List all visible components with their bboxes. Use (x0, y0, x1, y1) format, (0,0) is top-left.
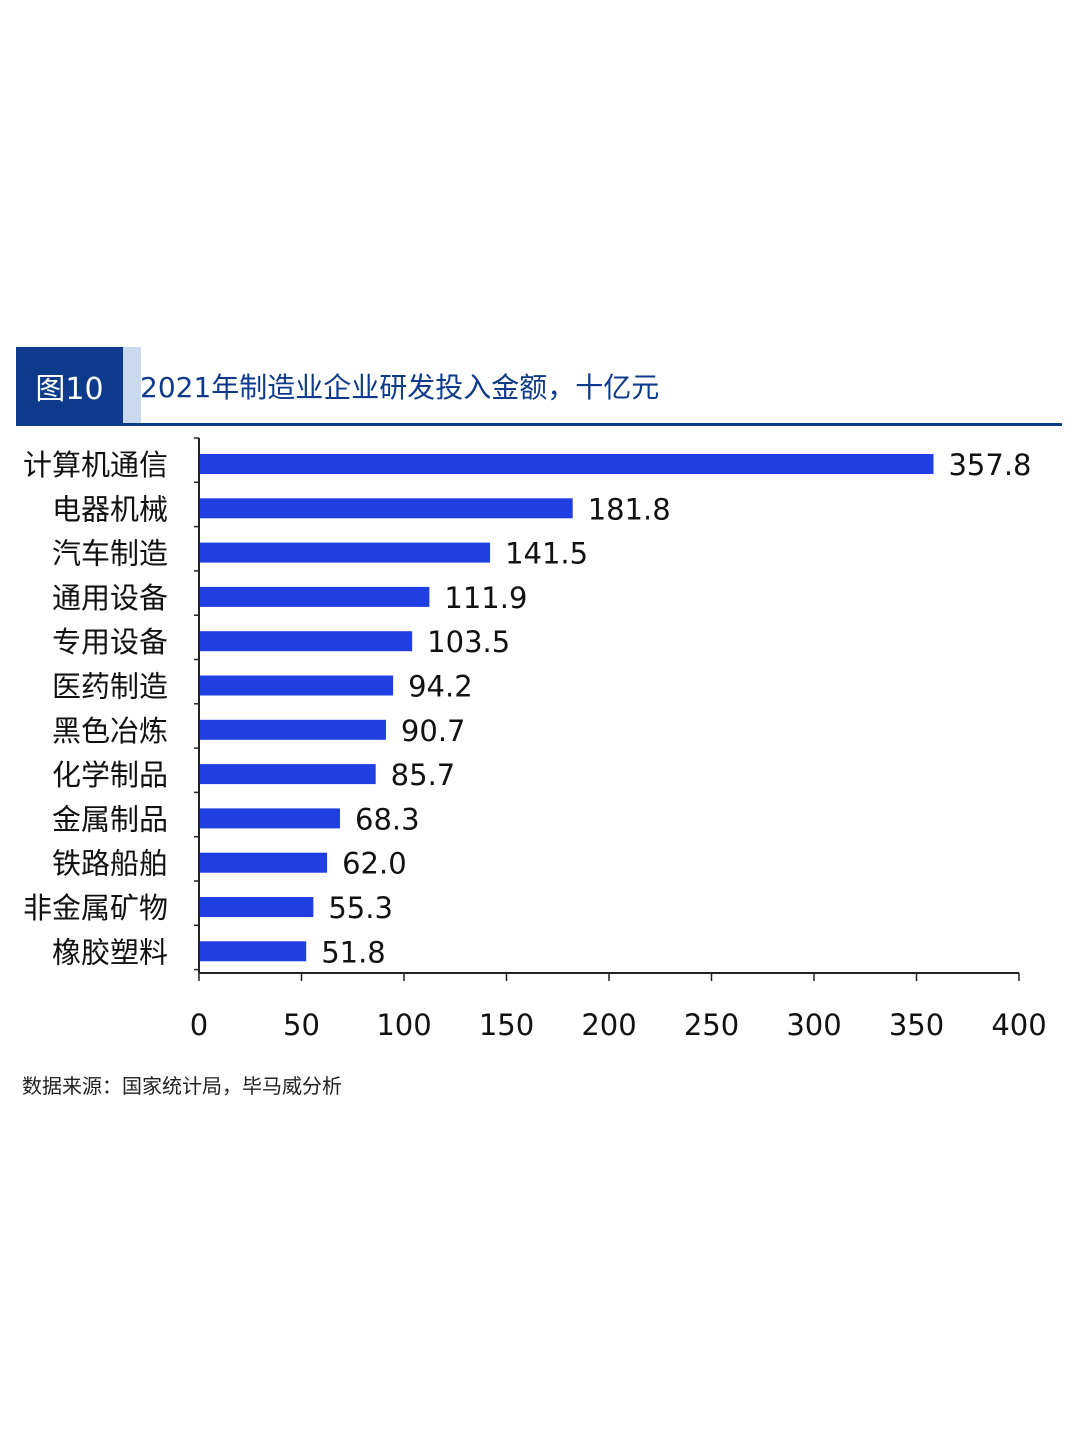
value-label: 90.7 (401, 714, 466, 748)
value-label: 111.9 (444, 581, 527, 615)
x-tick-label: 0 (190, 1008, 208, 1042)
category-label: 汽车制造 (52, 537, 168, 571)
category-label: 黑色冶炼 (52, 714, 168, 748)
x-tick-label: 350 (889, 1008, 944, 1042)
figure-number-badge: 图10 (16, 347, 123, 425)
bar (200, 852, 328, 873)
bar (200, 586, 430, 607)
bar (200, 542, 491, 563)
category-label: 金属制品 (52, 802, 168, 836)
category-label: 电器机械 (52, 492, 168, 526)
x-tick-label: 200 (581, 1008, 636, 1042)
data-source-note: 数据来源：国家统计局，毕马威分析 (22, 1074, 342, 1098)
header-divider (16, 423, 1062, 426)
bar (200, 808, 341, 829)
category-label: 非金属矿物 (23, 891, 168, 925)
bar (200, 897, 314, 917)
bar (200, 719, 386, 740)
value-label: 55.3 (328, 891, 393, 925)
value-label: 51.8 (321, 935, 386, 969)
x-tick-label: 100 (376, 1008, 431, 1042)
x-tick-label: 300 (786, 1008, 841, 1042)
bar (200, 454, 934, 474)
category-label: 计算机通信 (23, 448, 168, 482)
value-label: 85.7 (391, 758, 456, 792)
chart-title: 2021年制造业企业研发投入金额，十亿元 (140, 371, 660, 404)
category-label: 铁路船舶 (52, 847, 168, 881)
value-label: 94.2 (408, 670, 473, 704)
bar-chart: 计算机通信 357.8 电器机械 181.8 汽车制造 141.5 通用设备 111.9 专用设… (23, 437, 1047, 1042)
bar (200, 764, 376, 785)
x-tick-label: 150 (479, 1008, 534, 1042)
bar (200, 631, 413, 652)
category-label: 医药制造 (52, 670, 168, 704)
x-tick-label: 250 (684, 1008, 739, 1042)
figure-badge-accent (123, 347, 141, 425)
value-label: 103.5 (427, 625, 510, 659)
value-label: 68.3 (355, 802, 420, 836)
category-label: 通用设备 (52, 581, 168, 615)
value-label: 141.5 (505, 537, 588, 571)
x-tick-label: 400 (991, 1008, 1046, 1042)
category-label: 化学制品 (52, 758, 168, 792)
value-label: 62.0 (342, 847, 407, 881)
bar (200, 498, 573, 519)
x-tick-label: 50 (283, 1008, 320, 1042)
figure-header: 图10 2021年制造业企业研发投入金额，十亿元 (16, 347, 1062, 427)
category-label: 橡胶塑料 (52, 935, 168, 969)
value-label: 357.8 (948, 448, 1031, 482)
category-label: 专用设备 (52, 625, 168, 659)
bar (200, 941, 307, 962)
value-label: 181.8 (588, 492, 671, 526)
bar (200, 675, 394, 696)
